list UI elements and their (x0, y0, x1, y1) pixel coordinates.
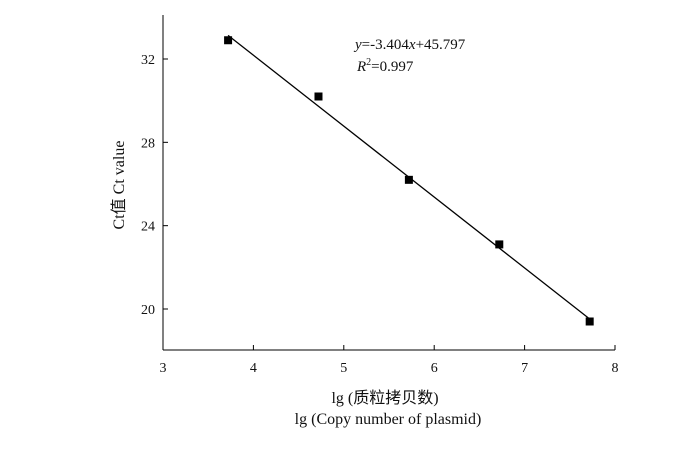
r-squared-label: R2=0.997 (356, 57, 414, 75)
axes (162, 15, 615, 351)
x-tick-label: 3 (160, 361, 167, 376)
y-axis-title: Ct值 Ct value (110, 141, 128, 230)
y-tick-label: 24 (141, 220, 155, 235)
x-tick-label: 5 (340, 361, 347, 376)
y-tick-label: 20 (141, 303, 155, 318)
x-tick-label: 8 (612, 361, 619, 376)
x-tick-label: 4 (250, 361, 257, 376)
equation-label: y=-3.404x+45.797 (353, 37, 466, 53)
x-axis-title-zh: lg (质粒拷贝数) (331, 389, 438, 407)
data-point (585, 317, 594, 326)
y-tick-label: 32 (141, 53, 155, 68)
data-points (224, 36, 594, 326)
y-tick-label: 28 (141, 136, 155, 151)
data-point (495, 240, 504, 249)
ticks: 3 4 5 6 7 8 20 24 28 32 (141, 53, 619, 376)
x-tick-label: 6 (431, 361, 438, 376)
x-axis-title-en: lg (Copy number of plasmid) (295, 411, 482, 428)
data-point (224, 36, 233, 45)
data-point (314, 92, 323, 101)
data-point (404, 175, 413, 184)
x-tick-label: 7 (521, 361, 528, 376)
